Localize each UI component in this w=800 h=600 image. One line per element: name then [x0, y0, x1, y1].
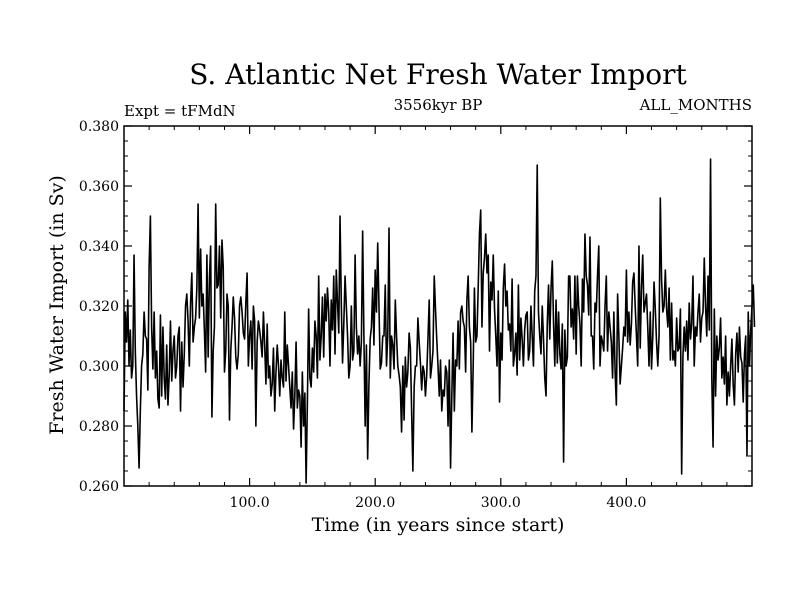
x-axis-label: Time (in years since start) — [312, 514, 565, 536]
y-tick-label: 0.260 — [79, 479, 119, 495]
plot-frame — [123, 125, 753, 487]
y-tick-label: 0.320 — [79, 299, 119, 315]
y-tick-label: 0.280 — [79, 419, 119, 435]
y-axis-label: Fresh Water Import (in Sv) — [46, 175, 68, 435]
months-label: ALL_MONTHS — [639, 96, 752, 114]
y-tick-label: 0.300 — [79, 359, 119, 375]
experiment-label: Expt = tFMdN — [124, 102, 236, 120]
x-tick-label: 300.0 — [481, 495, 521, 511]
x-axis-tick-labels: 100.0 200.0 300.0 400.0 — [230, 495, 647, 511]
time-period-label: 3556kyr BP — [394, 96, 483, 114]
x-tick-label: 100.0 — [230, 495, 270, 511]
y-axis-tick-labels: 0.260 0.280 0.300 0.320 0.340 0.360 0.380 — [79, 119, 119, 495]
y-tick-label: 0.380 — [79, 119, 119, 135]
series-line-fresh-water-import — [123, 158, 756, 484]
x-tick-label: 400.0 — [606, 495, 646, 511]
x-tick-label: 200.0 — [355, 495, 395, 511]
y-axis-ticks — [124, 125, 752, 487]
y-tick-label: 0.340 — [79, 239, 119, 255]
y-tick-label: 0.360 — [79, 179, 119, 195]
chart-title: S. Atlantic Net Fresh Water Import — [189, 58, 687, 91]
